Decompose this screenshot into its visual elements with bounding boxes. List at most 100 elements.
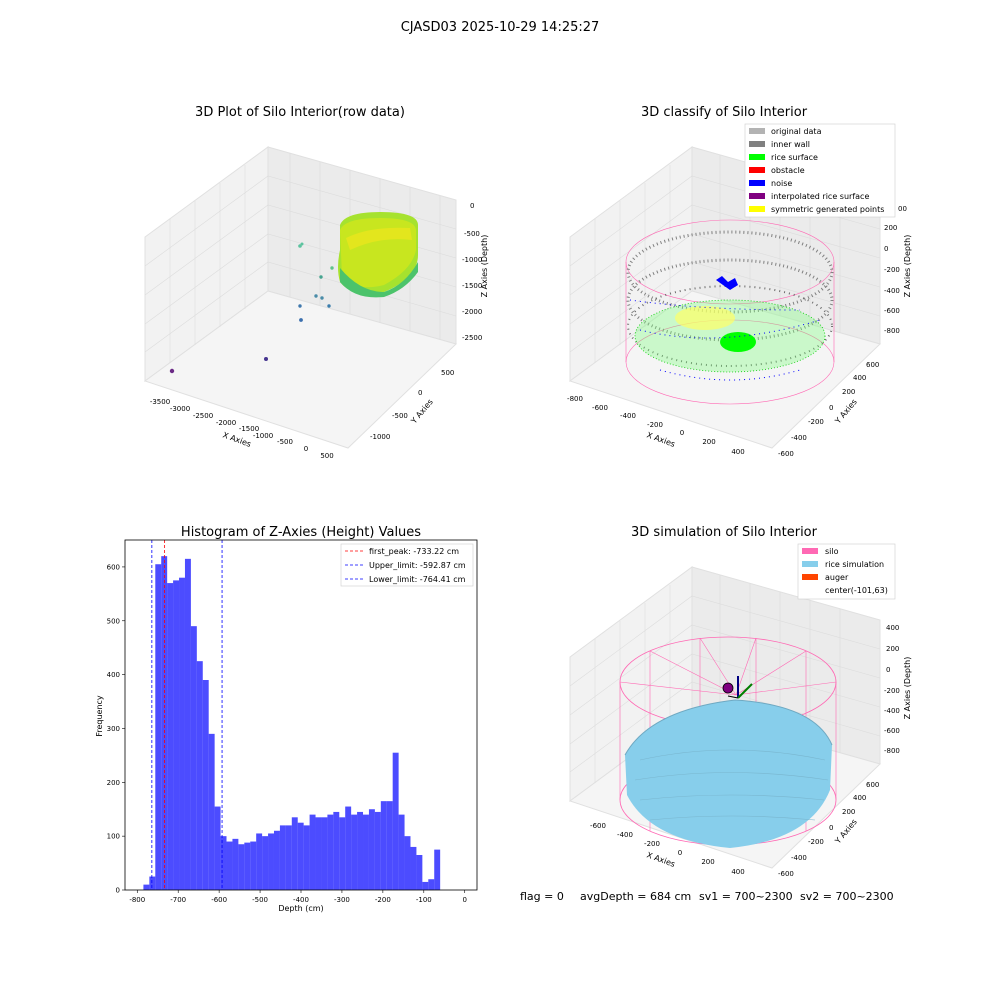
hist-bar (279, 825, 286, 890)
x-tick-label: -200 (375, 896, 391, 904)
panel-classify-title: 3D classify of Silo Interior (641, 105, 808, 120)
tick-label: 200 (702, 438, 715, 446)
hist-bar (398, 814, 405, 890)
hist-bar (357, 811, 364, 890)
tick-label: -200 (644, 840, 660, 848)
hist-bar (386, 801, 393, 890)
hist-bar (262, 836, 269, 890)
hist-bar (268, 833, 274, 890)
hist-bar (238, 844, 245, 890)
raw-point (169, 368, 175, 374)
y-tick-label: 600 (107, 563, 120, 571)
tick-label: 200 (884, 224, 897, 232)
raw-y-label: Y Axies (409, 397, 435, 426)
hist-y-ticks: 0 100 200 300 400 500 600 (107, 563, 125, 895)
tick-label: -200 (884, 687, 900, 695)
tick-label: -400 (884, 707, 900, 715)
panel-histogram: Histogram of Z-Axies (Height) Values -80… (95, 525, 478, 913)
hist-bar (428, 879, 435, 890)
x-tick-label: -300 (334, 896, 350, 904)
tick-label: -200 (884, 266, 900, 274)
panel-classify: 3D classify of Silo Interior original da… (567, 105, 912, 458)
hist-bar (309, 814, 316, 890)
legend-entry: auger (825, 573, 849, 582)
hist-bar (363, 814, 369, 890)
figure-title: CJASD03 2025-10-29 14:25:27 (401, 20, 600, 35)
legend-entry: interpolated rice surface (771, 192, 869, 201)
legend-entry: first_peak: -733.22 cm (369, 547, 459, 556)
hist-bar (368, 809, 375, 890)
tick-label: 500 (320, 452, 333, 460)
tick-label: 200 (842, 808, 855, 816)
hist-bar (196, 661, 203, 890)
panel-simulation-title: 3D simulation of Silo Interior (631, 525, 818, 540)
hist-bar (291, 817, 298, 890)
hist-x-label: Depth (cm) (278, 904, 323, 913)
tick-label: 200 (886, 645, 899, 653)
hist-bar (179, 577, 185, 890)
hist-x-ticks: -800 -700 -600 -500 -400 -300 -200 -100 0 (129, 890, 467, 904)
tick-label: -800 (567, 395, 583, 403)
raw-point (327, 304, 331, 308)
hist-bar (315, 817, 322, 890)
x-tick-label: -100 (416, 896, 432, 904)
simulation-legend: silo rice simulation auger center(-101,6… (797, 543, 896, 600)
tick-label: -500 (277, 438, 293, 446)
simulation-z-label: Z Axies (Depth) (903, 657, 912, 720)
status-footer: flag = 0 avgDepth = 684 cm sv1 = 700~230… (520, 890, 894, 903)
tick-label: -600 (884, 307, 900, 315)
raw-point (264, 357, 268, 361)
tick-label: -1000 (462, 256, 482, 264)
tick-label: 0 (470, 202, 474, 210)
raw-point (314, 294, 318, 298)
tick-label: -1000 (253, 432, 273, 440)
tick-label: 0 (884, 245, 888, 253)
y-tick-label: 300 (107, 725, 120, 733)
hist-bar (208, 733, 215, 890)
panel-raw-title: 3D Plot of Silo Interior(row data) (195, 105, 405, 120)
hist-bar (273, 830, 280, 890)
hist-bar (190, 626, 197, 890)
tick-label: -200 (808, 418, 824, 426)
raw-x-ticks: -3500 -3000 -2500 -2000 -1500 -1000 -500… (150, 398, 334, 460)
tick-label: 200 (842, 388, 855, 396)
tick-label: 0 (678, 849, 682, 857)
x-tick-label: -400 (293, 896, 309, 904)
legend-entry: obstacle (771, 166, 805, 175)
pane-raw-box (143, 146, 457, 449)
classify-x-label: X Axies (645, 430, 676, 449)
x-tick-label: -800 (129, 896, 145, 904)
tick-label: -400 (884, 287, 900, 295)
hist-bar (214, 806, 221, 890)
raw-point (298, 304, 302, 308)
tick-label: -500 (392, 412, 408, 420)
hist-bars (143, 556, 441, 890)
raw-point (298, 244, 302, 248)
simulation-x-ticks: -600 -400 -200 0 200 400 (590, 822, 745, 876)
tick-label: 600 (866, 781, 879, 789)
raw-point (319, 275, 323, 279)
raw-point-cloud (169, 212, 418, 374)
y-tick-label: 500 (107, 617, 120, 625)
hist-bar (244, 842, 251, 890)
tick-label: -800 (884, 747, 900, 755)
hist-bar (173, 580, 180, 890)
y-tick-label: 400 (107, 671, 120, 679)
classify-z-ticks: 00 200 0 -200 -400 -600 -800 (884, 205, 907, 335)
tick-label: -400 (617, 831, 633, 839)
raw-z-label: Z Axies (Depth) (480, 235, 489, 298)
y-tick-label: 100 (107, 833, 120, 841)
simulation-x-label: X Axies (645, 850, 676, 869)
tick-label: 400 (886, 624, 899, 632)
tick-label: 0 (304, 445, 308, 453)
hist-bar (404, 836, 411, 890)
tick-label: -400 (620, 412, 636, 420)
panel-raw-data: 3D Plot of Silo Interior(row data) - (143, 105, 489, 460)
auger-marker (722, 676, 753, 699)
tick-label: 400 (731, 448, 744, 456)
classify-x-ticks: -800 -600 -400 -200 0 200 400 (567, 395, 745, 456)
hist-bar (422, 881, 429, 890)
raw-z-ticks: 0 -500 -1000 -1500 -2000 -2500 (462, 202, 482, 342)
hist-bar (374, 811, 381, 890)
hist-bar (351, 814, 358, 890)
